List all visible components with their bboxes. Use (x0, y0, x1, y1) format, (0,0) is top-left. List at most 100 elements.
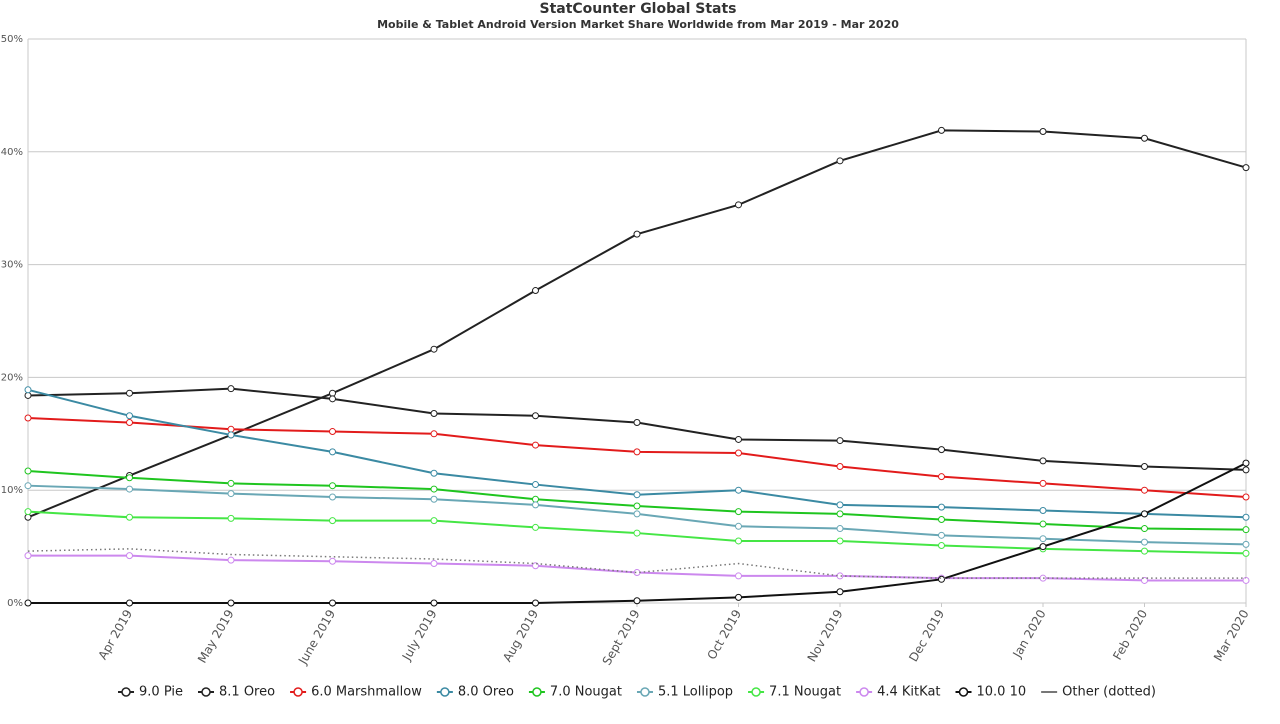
data-point (24, 467, 32, 475)
data-point (24, 552, 32, 560)
data-point (126, 389, 133, 397)
x-tick-label: Dec 2019 (906, 607, 947, 664)
data-point (633, 230, 641, 238)
data-point (1242, 466, 1250, 474)
x-tick-label: Jan 2020 (1010, 607, 1049, 661)
series-line (27, 417, 1247, 498)
data-point (938, 446, 945, 454)
data-point (126, 419, 133, 427)
x-tick-label: Aug 2019 (500, 607, 541, 664)
data-point (532, 523, 539, 531)
legend-marker (440, 687, 450, 697)
data-point (836, 463, 844, 471)
x-tick-label: Mar 2020 (1211, 607, 1252, 663)
x-tick-label: June 2019 (295, 607, 338, 667)
data-point (1141, 463, 1148, 471)
data-point (227, 514, 235, 522)
data-point (329, 517, 336, 525)
legend-marker (201, 687, 211, 697)
data-point (1039, 535, 1047, 543)
data-point (1242, 526, 1250, 534)
data-point (1242, 493, 1250, 501)
data-point (1141, 486, 1148, 494)
data-point (735, 593, 742, 601)
data-point (532, 287, 539, 295)
data-point (1141, 547, 1148, 555)
legend-label: 6.0 Marshmallow (311, 685, 422, 700)
x-tick-label: Apr 2019 (95, 607, 135, 662)
data-point (24, 513, 32, 521)
data-point (938, 575, 945, 583)
data-point (329, 599, 336, 607)
data-point (633, 502, 641, 510)
data-point (1242, 540, 1250, 548)
data-point (938, 541, 945, 549)
data-point (836, 501, 844, 509)
legend-marker (640, 687, 650, 697)
legend-item: 8.1 Oreo (198, 685, 275, 700)
data-point (329, 428, 336, 436)
chart-title: StatCounter Global Stats (539, 1, 736, 17)
data-point (938, 516, 945, 524)
x-tick-label: Nov 2019 (805, 607, 846, 664)
series-line (27, 387, 1247, 471)
legend-marker (958, 687, 969, 697)
data-point (836, 588, 844, 596)
x-tick-label: Sept 2019 (600, 607, 643, 667)
legend-item: Other (dotted) (1041, 685, 1156, 700)
data-point (329, 448, 336, 456)
data-point (24, 391, 32, 399)
legend-item: 8.0 Oreo (436, 685, 514, 700)
data-point (1242, 549, 1250, 557)
data-point (735, 435, 742, 443)
x-tick-label: May 2019 (195, 607, 237, 665)
data-point (633, 529, 641, 537)
data-point (227, 431, 235, 439)
data-point (430, 560, 438, 568)
data-point (227, 599, 235, 607)
data-point (735, 508, 742, 516)
data-point (1242, 513, 1250, 521)
legend: 9.0 Pie 8.1 Oreo 6.0 Marshmallow 8.0 Oreo 7.… (118, 685, 1156, 700)
legend-item: 6.0 Marshmallow (290, 685, 422, 700)
data-point (735, 522, 742, 530)
legend-marker (751, 687, 761, 697)
data-point (1039, 127, 1047, 135)
y-tick-label: 20% (1, 372, 23, 383)
data-point (1141, 576, 1148, 584)
data-point (1242, 164, 1250, 172)
data-point (329, 557, 336, 565)
legend-label: 7.0 Nougat (550, 685, 622, 700)
legend-label: 4.4 KitKat (877, 685, 940, 700)
data-point (126, 599, 133, 607)
data-point (532, 501, 539, 509)
data-point (938, 126, 945, 134)
legend-label: 5.1 Lollipop (658, 685, 733, 700)
legend-item: 9.0 Pie (118, 685, 183, 700)
x-tick-label: July 2019 (399, 607, 440, 663)
data-point (1141, 134, 1148, 142)
data-point (1039, 479, 1047, 487)
data-point (735, 572, 742, 580)
data-point (532, 412, 539, 420)
data-point (532, 441, 539, 449)
legend-marker (293, 687, 303, 697)
legend-item: 7.0 Nougat (528, 685, 622, 700)
data-point (430, 345, 438, 353)
legend-label: 10.0 10 (977, 685, 1027, 700)
legend-label: 8.1 Oreo (219, 685, 275, 700)
data-point (1039, 574, 1047, 582)
data-point (24, 599, 32, 607)
legend-item: 5.1 Lollipop (636, 685, 733, 700)
legend-label: Other (dotted) (1062, 685, 1156, 700)
x-tick-label: Feb 2020 (1110, 607, 1150, 662)
data-point (735, 537, 742, 545)
data-point (633, 419, 641, 427)
data-point (1039, 507, 1047, 515)
data-point (532, 481, 539, 489)
data-point (430, 430, 438, 438)
data-point (430, 469, 438, 477)
legend-label: 8.0 Oreo (458, 685, 514, 700)
data-point (735, 486, 742, 494)
data-point (227, 479, 235, 487)
